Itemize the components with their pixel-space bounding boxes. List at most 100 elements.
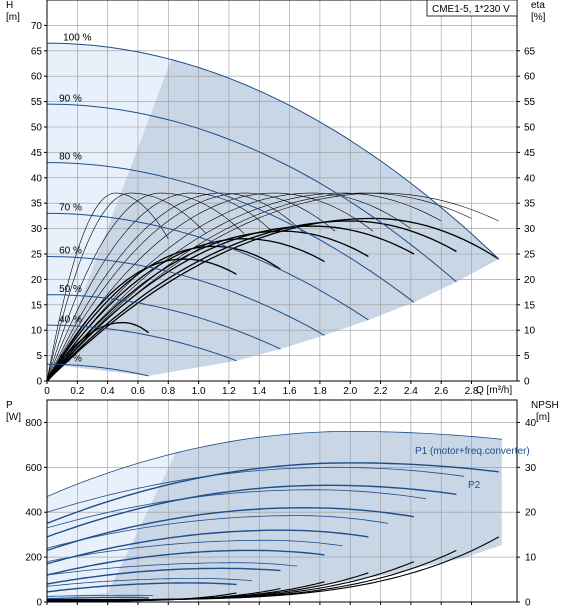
- npsh-tick-label: 40: [525, 418, 537, 429]
- eta-tick-label: 60: [524, 72, 536, 83]
- speed-label: 50 %: [59, 284, 82, 295]
- p1-curve: [46, 594, 154, 597]
- power-tick-label: 200: [25, 553, 42, 564]
- y-tick-label: 15: [31, 300, 43, 311]
- eta-tick-label: 0: [524, 377, 530, 388]
- power-plot-frame: [46, 399, 518, 603]
- head-axis-ticks: 0 5 10 15 20 25 30 35 40 45 50 55 60 65 70: [31, 21, 47, 388]
- eta-tick-label: 55: [524, 97, 536, 108]
- eta-tick-label: 45: [524, 148, 536, 159]
- y-tick-label: 25: [31, 250, 43, 261]
- y-tick-label: 30: [31, 224, 43, 235]
- eta-tick-label: 35: [524, 199, 536, 210]
- flow-axis-label: Q [m³/h]: [476, 385, 512, 396]
- p2-curve: [46, 529, 369, 565]
- efficiency-curve: [46, 245, 281, 382]
- speed-labels: 100 % 90 % 80 % 70 % 60 % 50 % 40 % 31 %: [59, 32, 91, 364]
- p1-curve: [46, 431, 502, 497]
- p1-curve: [46, 578, 252, 587]
- npsh-tick-label: 30: [525, 463, 537, 474]
- y-tick-label: 70: [31, 21, 43, 32]
- power-tick-label: 400: [25, 508, 42, 519]
- p2-series-label: P2: [468, 480, 481, 491]
- head-curve: [46, 294, 281, 350]
- p1-curve: [46, 562, 298, 576]
- power-flow-axis-ticks: [46, 602, 473, 605]
- speed-label: 90 %: [59, 93, 82, 104]
- npsh-axis-ticks: 0 10 20 30 40: [517, 418, 537, 609]
- power-axis-title: P: [6, 400, 13, 411]
- x-tick-label: 2.2: [374, 386, 388, 397]
- efficiency-axis-unit: [%]: [531, 12, 546, 23]
- speed-label: 100 %: [63, 32, 91, 43]
- eta-tick-label: 40: [524, 173, 536, 184]
- y-tick-label: 55: [31, 97, 43, 108]
- eta-tick-label: 30: [524, 224, 536, 235]
- head-axis-title: H: [6, 0, 13, 11]
- eta-tick-label: 5: [524, 351, 530, 362]
- eta-tick-label: 10: [524, 326, 536, 337]
- speed-label: 60 %: [59, 246, 82, 257]
- efficiency-axis-title: eta: [531, 0, 545, 11]
- efficiency-thin-curve: [46, 192, 442, 382]
- npsh-curves: [47, 536, 500, 603]
- power-npsh-panel: 0 200 400 600 800 0 10 20 30 40 P [W] NPSH [m] P…: [6, 399, 559, 609]
- efficiency-curve: [46, 321, 149, 382]
- npsh-axis-unit: [m]: [536, 412, 550, 423]
- p2-curve: [47, 596, 149, 600]
- power-tick-label: 600: [25, 463, 42, 474]
- p2-curve: [46, 484, 457, 538]
- head-grid: [46, 0, 517, 382]
- head-curve: [47, 324, 237, 362]
- x-tick-label: 1.4: [252, 386, 266, 397]
- y-tick-label: 40: [31, 173, 43, 184]
- efficiency-curves: [46, 217, 500, 382]
- pump-model-box: [426, 0, 518, 17]
- efficiency-curve: [46, 225, 415, 382]
- eta-tick-label: 65: [524, 46, 536, 57]
- npsh-tick-label: 0: [525, 598, 531, 609]
- speed-label: 70 %: [59, 203, 82, 214]
- speed-label: 40 %: [59, 314, 82, 325]
- x-tick-label: 1.2: [222, 386, 236, 397]
- efficiency-thin-curve: [46, 192, 305, 382]
- p2-curve: [46, 582, 237, 593]
- y-tick-label: 5: [36, 351, 42, 362]
- efficiency-thin-curves: [46, 192, 499, 382]
- power-axis-ticks: 0 200 400 600 800: [25, 418, 47, 609]
- efficiency-curve: [46, 258, 237, 382]
- y-tick-label: 65: [31, 46, 43, 57]
- eta-tick-label: 50: [524, 123, 536, 134]
- efficiency-curve: [46, 217, 500, 382]
- power-axis-unit: [W]: [6, 412, 21, 423]
- efficiency-thin-curve: [46, 192, 207, 382]
- head-curve: [47, 363, 149, 377]
- npsh-tick-label: 10: [525, 553, 537, 564]
- x-tick-label: 0: [44, 386, 50, 397]
- p1-curve: [46, 489, 427, 529]
- efficiency-thin-curve: [46, 192, 412, 382]
- x-tick-label: 1.8: [313, 386, 327, 397]
- eta-tick-label: 20: [524, 275, 536, 286]
- eta-tick-label: 25: [524, 250, 536, 261]
- p1-curve: [46, 466, 464, 513]
- head-curve: [46, 256, 325, 336]
- efficiency-thin-curve: [46, 192, 374, 382]
- p2-curve: [46, 506, 415, 552]
- efficiency-thin-curve: [46, 192, 245, 382]
- x-tick-label: 2.4: [404, 386, 418, 397]
- x-tick-label: 0.4: [101, 386, 115, 397]
- head-curve: [46, 103, 457, 283]
- x-tick-label: 2.6: [434, 386, 448, 397]
- x-tick-label: 1.0: [192, 386, 206, 397]
- efficiency-curve: [46, 238, 325, 382]
- y-tick-label: 10: [31, 326, 43, 337]
- y-tick-label: 50: [31, 123, 43, 134]
- head-efficiency-panel: 100 % 90 % 80 % 70 % 60 % 50 % 40 % 31 % 0 0.2 0.…: [6, 0, 546, 397]
- power-tick-label: 0: [36, 598, 42, 609]
- x-tick-label: 2.0: [343, 386, 357, 397]
- eta-tick-label: 15: [524, 300, 536, 311]
- y-tick-label: 0: [36, 377, 42, 388]
- y-tick-label: 45: [31, 148, 43, 159]
- head-axis-unit: [m]: [6, 12, 20, 23]
